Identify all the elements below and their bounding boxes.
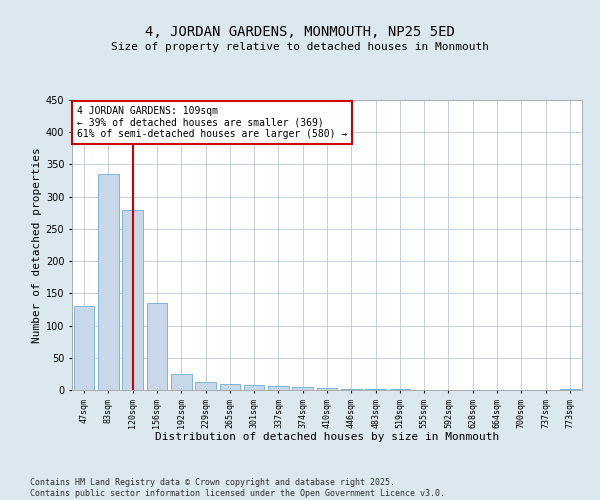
Bar [74,306,94,390]
Text: Size of property relative to detached houses in Monmouth: Size of property relative to detached ho… [111,42,489,52]
Text: 4 JORDAN GARDENS: 109sqm
← 39% of detached houses are smaller (369)
61% of semi-: 4 JORDAN GARDENS: 109sqm ← 39% of detach… [77,106,347,139]
Bar [317,388,337,390]
Bar [195,382,216,390]
Text: Contains HM Land Registry data © Crown copyright and database right 2025.
Contai: Contains HM Land Registry data © Crown c… [30,478,445,498]
Bar [268,386,289,390]
Bar [292,388,313,390]
Bar [122,210,143,390]
X-axis label: Distribution of detached houses by size in Monmouth: Distribution of detached houses by size … [155,432,499,442]
Y-axis label: Number of detached properties: Number of detached properties [32,147,41,343]
Bar [146,303,167,390]
Bar [341,388,362,390]
Text: 4, JORDAN GARDENS, MONMOUTH, NP25 5ED: 4, JORDAN GARDENS, MONMOUTH, NP25 5ED [145,26,455,40]
Bar [244,385,265,390]
Bar [171,374,191,390]
Bar [220,384,240,390]
Bar [98,174,119,390]
